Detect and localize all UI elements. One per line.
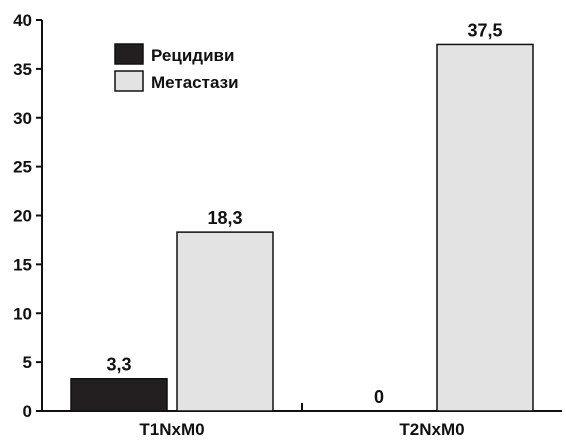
bar-metastazi-t2nxm0 xyxy=(437,44,533,411)
legend-swatch-recidivi xyxy=(115,44,143,64)
y-tick-label: 25 xyxy=(13,158,32,177)
x-category-label: T2NxM0 xyxy=(399,420,464,439)
legend-swatch-metastazi xyxy=(115,71,143,91)
y-tick-label: 35 xyxy=(13,60,32,79)
legend: Рецидиви Метастази xyxy=(115,44,239,92)
y-tick-label: 10 xyxy=(13,304,32,323)
x-category-label: T1NxM0 xyxy=(139,420,204,439)
y-tick-label: 5 xyxy=(23,353,32,372)
data-label: 3,3 xyxy=(106,355,131,375)
y-tick-label: 20 xyxy=(13,207,32,226)
data-label: 37,5 xyxy=(467,20,502,40)
y-tick-label: 0 xyxy=(23,402,32,421)
y-tick-label: 15 xyxy=(13,255,32,274)
data-label: 18,3 xyxy=(207,208,242,228)
y-tick-label: 30 xyxy=(13,109,32,128)
y-tick-label: 40 xyxy=(13,11,32,30)
legend-label-recidivi: Рецидиви xyxy=(151,46,234,65)
data-label: 0 xyxy=(374,387,384,407)
bar-metastazi-t1nxm0 xyxy=(177,232,273,411)
legend-label-metastazi: Метастази xyxy=(151,73,239,92)
bars xyxy=(71,44,533,411)
bar-recidivi-t1nxm0 xyxy=(71,379,167,411)
